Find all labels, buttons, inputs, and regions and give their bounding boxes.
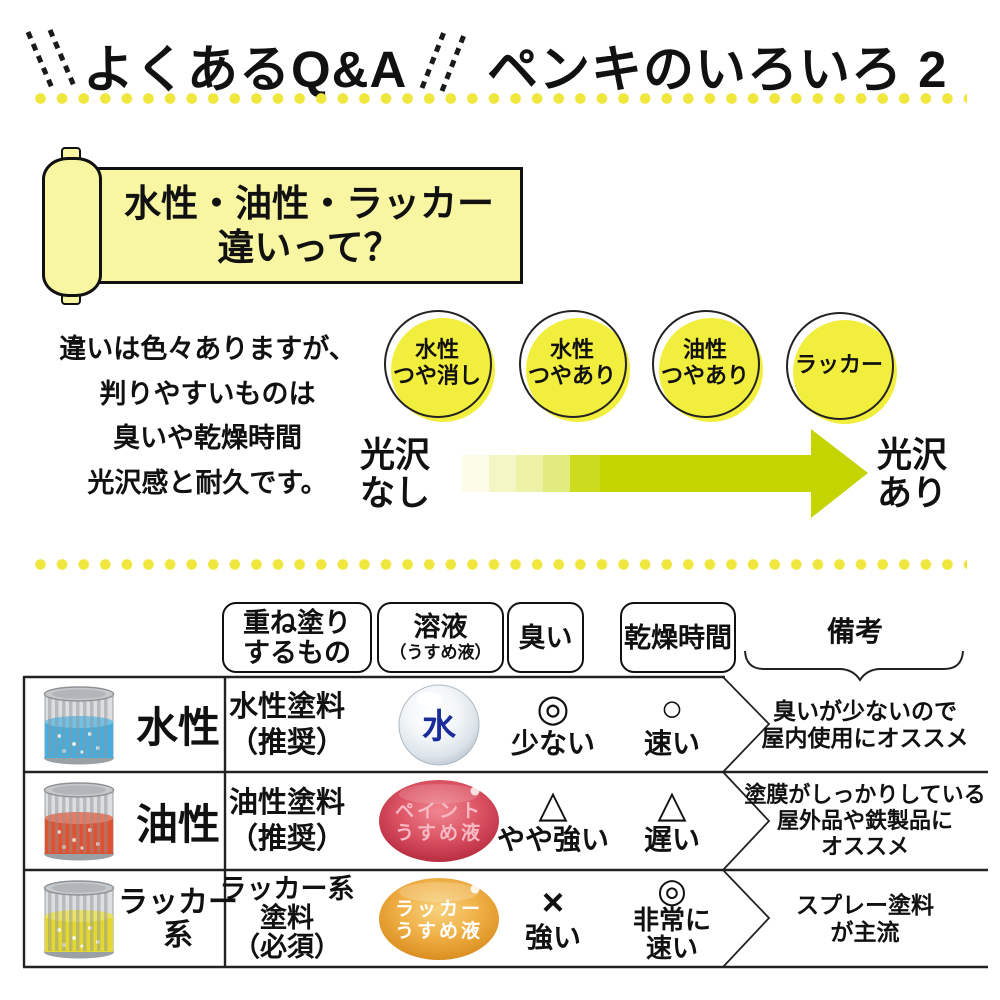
svg-text:ラッカー: ラッカー [395,898,483,920]
water-drop-icon: 水 [378,678,500,771]
lacquer-thinner-blob-icon: ラッカー うすめ液 [378,871,500,966]
dotted-divider-top [35,93,967,104]
circle-label: 水性 つやあり [527,337,616,388]
remarks-text: 臭いが少ないので 屋内使用にオススメ [761,697,969,751]
smell-rating: △ やや強い [497,784,610,855]
intro-line1: 違いは色々ありますが、 [59,334,356,364]
remarks-brace [744,650,964,682]
paint-can-icon [32,773,126,869]
dotted-divider-middle [35,559,967,570]
recoat-value: 水性塗料 （推奨） [228,690,345,759]
circle-label: ラッカー [794,352,883,377]
circle-label: 水性 つや消し [392,337,481,388]
gloss-none-label: 光沢 なし [360,436,431,513]
page-title-right: ペンキのいろいろ 2 [487,41,948,98]
gloss-circle-oil-glossy: 油性 つやあり [652,310,766,426]
paint-type-label: 水性 [135,704,220,751]
intro-line4: 光沢感と耐久です。 [87,467,328,498]
remarks-zigzag-border [721,676,771,968]
svg-text:うすめ液: うすめ液 [395,821,483,844]
header-recoat: 重ね塗り するもの [222,602,372,673]
question-banner: 水性・油性・ラッカー 違いって？ [95,167,523,284]
scroll-roller [42,157,102,297]
banner-line2: 違いって？ [217,226,401,268]
gloss-gradient-arrow-head [811,429,868,518]
circle-ring [384,310,492,418]
recoat-value: 油性塗料 （推奨） [228,787,345,855]
paint-type-label: 油性 [135,800,220,848]
gloss-full-label: 光沢 あり [877,436,948,513]
smell-rating: × 強い [524,881,581,953]
gloss-circle-water-matte: 水性 つや消し [384,310,498,426]
circle-ring [519,310,627,418]
svg-text:ペイント: ペイント [395,801,483,822]
paint-can-icon [32,678,126,771]
hatch-left-icon [25,29,77,89]
svg-text:うすめ液: うすめ液 [395,919,483,942]
recoat-value: ラッカー系 塗料 （必須） [219,874,355,962]
intro-line2: 判りやすいものは [99,378,316,409]
banner-line1: 水性・油性・ラッカー [124,182,494,224]
header-solvent: 溶液 （うすめ液） [377,602,504,673]
table-row-oil: 油性 油性塗料 （推奨） ペイント うすめ液 △ やや強い △ 遅い 塗膜がしっ… [0,773,1000,869]
circle-ring [786,312,894,420]
svg-text:水: 水 [422,708,457,746]
smell-rating: ◎ 少ない [510,687,595,759]
intro-paragraph: 違いは色々ありますが、 判りやすいものは 臭いや乾燥時間 光沢感と耐久です。 [55,327,360,505]
dry-time-rating: ○ 速い [643,687,700,759]
gloss-circle-water-glossy: 水性 つやあり [519,310,633,426]
remarks-text: スプレー塗料 が主流 [796,891,934,945]
intro-line3: 臭いや乾燥時間 [113,423,302,453]
header-remarks: 備考 [826,616,883,647]
dry-time-rating: ◎ 非常に 速い [632,871,711,963]
circle-ring [652,310,760,418]
table-row-lacquer: ラッカー 系 ラッカー系 塗料 （必須） ラッカー うすめ液 × 強い ◎ 非常… [0,871,1000,966]
table-row-water: 水性 水性塗料 （推奨） 水 ◎ 少ない ○ 速い 臭いが少ないので 屋内使用に… [0,678,1000,771]
header-smell: 臭い [507,602,584,673]
hatch-right-icon [419,31,467,92]
paint-can-icon [32,871,126,966]
header-dry-time: 乾燥時間 [620,602,736,673]
page-title-left: よくあるQ&A [83,41,408,98]
remarks-text: 塗膜がしっかりしている 屋外品や鉄製品に オススメ [744,782,986,859]
gloss-gradient-arrow-body [462,455,812,492]
paint-type-label: ラッカー 系 [118,885,238,952]
gloss-circle-lacquer: ラッカー [786,312,900,428]
circle-label: 油性 つやあり [660,337,749,388]
paint-thinner-blob-icon: ペイント うすめ液 [378,773,500,869]
dry-time-rating: △ 遅い [643,784,700,855]
